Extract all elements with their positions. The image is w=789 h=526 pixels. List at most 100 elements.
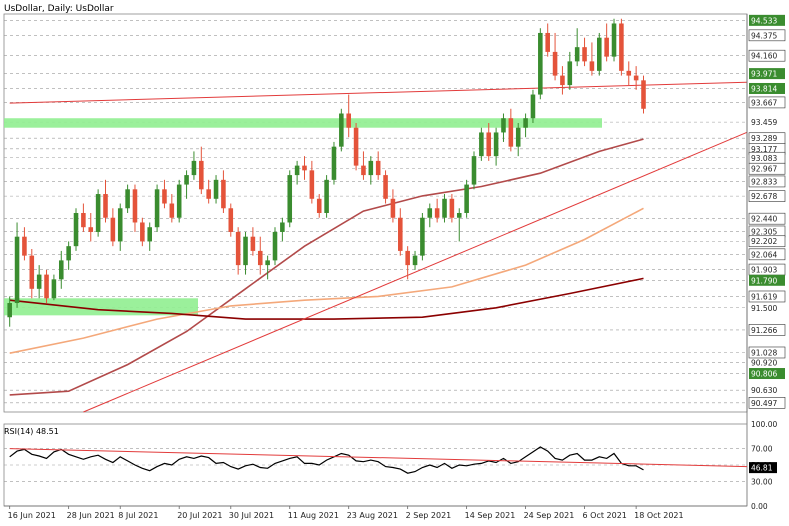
rsi-value-label: 46.81	[751, 464, 773, 473]
price-label-highlight	[749, 68, 785, 80]
price-label: 90.920	[751, 359, 777, 368]
candle-body	[95, 194, 101, 232]
candle-body	[353, 127, 359, 166]
candle-body	[22, 236, 27, 256]
candle-body	[530, 94, 536, 119]
candle-body	[302, 165, 307, 171]
price-label-box	[748, 324, 786, 336]
candle-body	[420, 217, 425, 256]
rsi-line	[9, 446, 644, 474]
price-label: 92.202	[751, 237, 777, 246]
chart-title: UsDollar, Daily: UsDollar	[4, 4, 114, 14]
candle-body	[58, 260, 64, 280]
candle-body	[346, 113, 351, 128]
candle-body	[493, 132, 499, 157]
candle-body	[464, 184, 469, 213]
candle-body	[508, 118, 514, 147]
price-label: 91.790	[751, 276, 777, 285]
price-label: 91.266	[751, 326, 777, 335]
candle-body	[309, 170, 315, 199]
candle-body	[412, 255, 418, 266]
price-label: 93.667	[751, 98, 777, 107]
rsi-title: RSI(14) 48.51	[4, 427, 59, 436]
candle-body	[574, 47, 580, 62]
date-label: 30 Jul 2021	[229, 511, 274, 520]
rsi-axis-label: 70.00	[751, 445, 773, 454]
candle-body	[619, 23, 624, 71]
trendline	[9, 81, 747, 104]
candle-body	[81, 213, 86, 228]
candlestick-series[interactable]	[7, 18, 646, 327]
candle-body	[117, 208, 123, 242]
rsi-axis-label: 30.00	[751, 477, 773, 486]
date-label: 23 Aug 2021	[347, 511, 398, 520]
candle-body	[604, 37, 609, 57]
candle-body	[257, 250, 263, 266]
date-axis: 16 Jun 2021 28 Jun 2021 8 Jul 2021 20 Jul 2…	[4, 505, 747, 520]
candle-body	[191, 160, 197, 176]
candle-body	[633, 75, 639, 81]
price-label-box	[748, 96, 786, 109]
moving-average-line	[9, 138, 644, 396]
candle-body	[184, 175, 189, 185]
candle-body	[552, 51, 558, 76]
price-label: 91.500	[751, 304, 777, 313]
rsi-axis-label: 0.00	[751, 502, 768, 511]
candle-body	[265, 260, 270, 266]
candle-body	[515, 127, 521, 147]
candle-body	[405, 250, 410, 266]
candle-body	[486, 132, 492, 157]
candle-body	[103, 194, 108, 218]
price-label: 91.903	[751, 266, 777, 275]
candle-body	[361, 165, 366, 176]
price-label: 92.440	[751, 215, 777, 224]
price-label: 92.064	[751, 250, 777, 259]
moving-average-line	[9, 207, 644, 354]
candle-body	[88, 227, 94, 232]
candle-body	[538, 32, 543, 95]
price-label-box	[748, 49, 786, 62]
candle-body	[398, 217, 403, 251]
zone-band	[4, 298, 198, 316]
price-label-highlight	[749, 368, 785, 380]
date-label: 20 Jul 2021	[177, 511, 222, 520]
candle-body	[501, 118, 506, 133]
date-label: 28 Jun 2021	[67, 511, 115, 520]
candle-body	[206, 189, 211, 199]
candle-body	[427, 208, 433, 218]
price-label: 92.305	[751, 227, 777, 236]
price-label-box	[748, 397, 786, 409]
candle-body	[390, 198, 396, 218]
candle-body	[243, 236, 248, 266]
price-label-box	[748, 235, 786, 248]
candle-body	[626, 70, 632, 76]
candle-body	[287, 175, 293, 223]
price-label: 93.083	[751, 154, 777, 163]
price-label-box	[748, 212, 786, 225]
candle-body	[324, 179, 329, 213]
candle-body	[479, 132, 484, 157]
candle-body	[339, 113, 344, 147]
candle-body	[368, 160, 374, 176]
candle-body	[294, 165, 300, 176]
candle-body	[316, 198, 322, 213]
date-label: 11 Aug 2021	[288, 511, 339, 520]
price-label-highlight	[749, 14, 785, 26]
rsi-value-box	[749, 462, 777, 474]
candle-body	[383, 175, 388, 199]
candle-body	[582, 47, 587, 62]
candle-body	[641, 80, 646, 109]
candle-body	[545, 32, 550, 52]
price-label: 93.289	[751, 134, 777, 143]
rsi-axis-label: 100.00	[751, 420, 777, 429]
price-label: 91.619	[751, 292, 777, 301]
rsi-trendline	[9, 448, 748, 468]
candle-body	[132, 189, 138, 223]
date-label: 14 Sep 2021	[465, 511, 516, 520]
candle-body	[471, 156, 477, 185]
date-label: 2 Sep 2021	[406, 511, 452, 520]
price-label-box	[748, 162, 786, 175]
